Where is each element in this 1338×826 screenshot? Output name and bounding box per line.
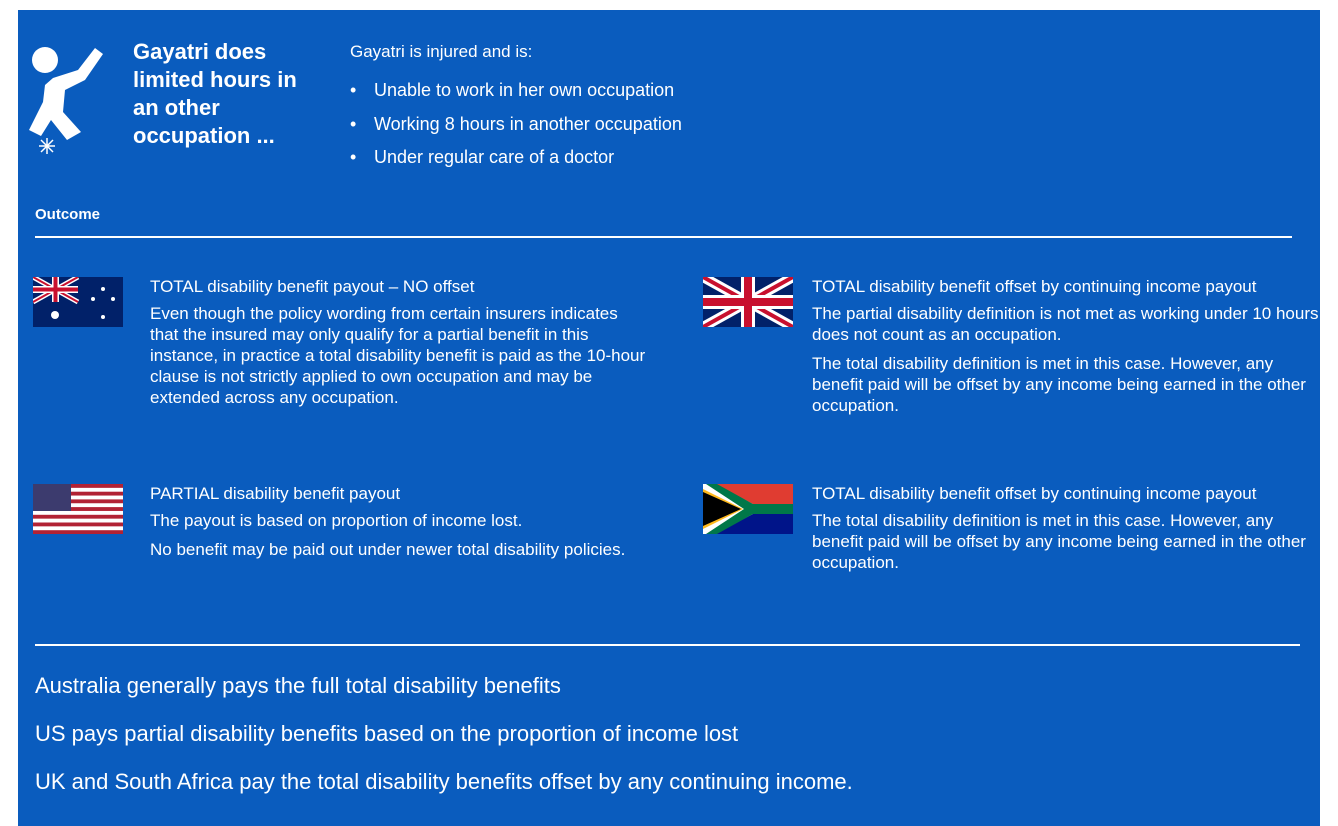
bullet: Working 8 hours in another occupation [350, 110, 682, 144]
country-heading: TOTAL disability benefit offset by conti… [812, 277, 1257, 296]
panel: Gayatri does limited hours in an other o… [18, 10, 1320, 826]
country-text: The payout is based on proportion of inc… [150, 511, 523, 530]
title: Gayatri does limited hours in an other o… [133, 39, 297, 148]
outcome-label: Outcome [35, 206, 101, 223]
country-heading: TOTAL disability benefit offset by conti… [812, 484, 1257, 503]
country-block: PARTIAL disability benefit payout The pay… [150, 483, 650, 568]
flag-za [703, 484, 793, 534]
divider [35, 236, 1292, 238]
country-text: No benefit may be paid out under newer t… [150, 540, 626, 559]
summary-line: UK and South Africa pay the total disabi… [35, 769, 853, 794]
country-heading: PARTIAL disability benefit payout [150, 484, 401, 503]
summary-line: US pays partial disability benefits base… [35, 721, 739, 746]
country-block: TOTAL disability benefit payout – NO off… [150, 276, 650, 416]
country-text: The total disability definition is met i… [812, 511, 1306, 572]
country-text: The total disability definition is met i… [812, 354, 1306, 415]
bullet-list: Unable to work in her own occupationWork… [350, 76, 682, 177]
country-block: TOTAL disability benefit offset by conti… [812, 483, 1322, 581]
flag-au [33, 277, 123, 327]
country-block: TOTAL disability benefit offset by conti… [812, 276, 1322, 424]
flag-uk [703, 277, 793, 327]
bullet: Under regular care of a doctor [350, 143, 682, 177]
country-text: Even though the policy wording from cert… [150, 304, 646, 407]
person-icon [29, 47, 103, 154]
summary-line: Australia generally pays the full total … [35, 673, 561, 698]
bullet: Unable to work in her own occupation [350, 76, 682, 110]
country-text: The partial disability definition is not… [812, 304, 1319, 344]
flag-us [33, 484, 123, 534]
intro: Gayatri is injured and is: [350, 42, 533, 61]
divider [35, 644, 1300, 646]
country-heading: TOTAL disability benefit payout – NO off… [150, 277, 475, 296]
